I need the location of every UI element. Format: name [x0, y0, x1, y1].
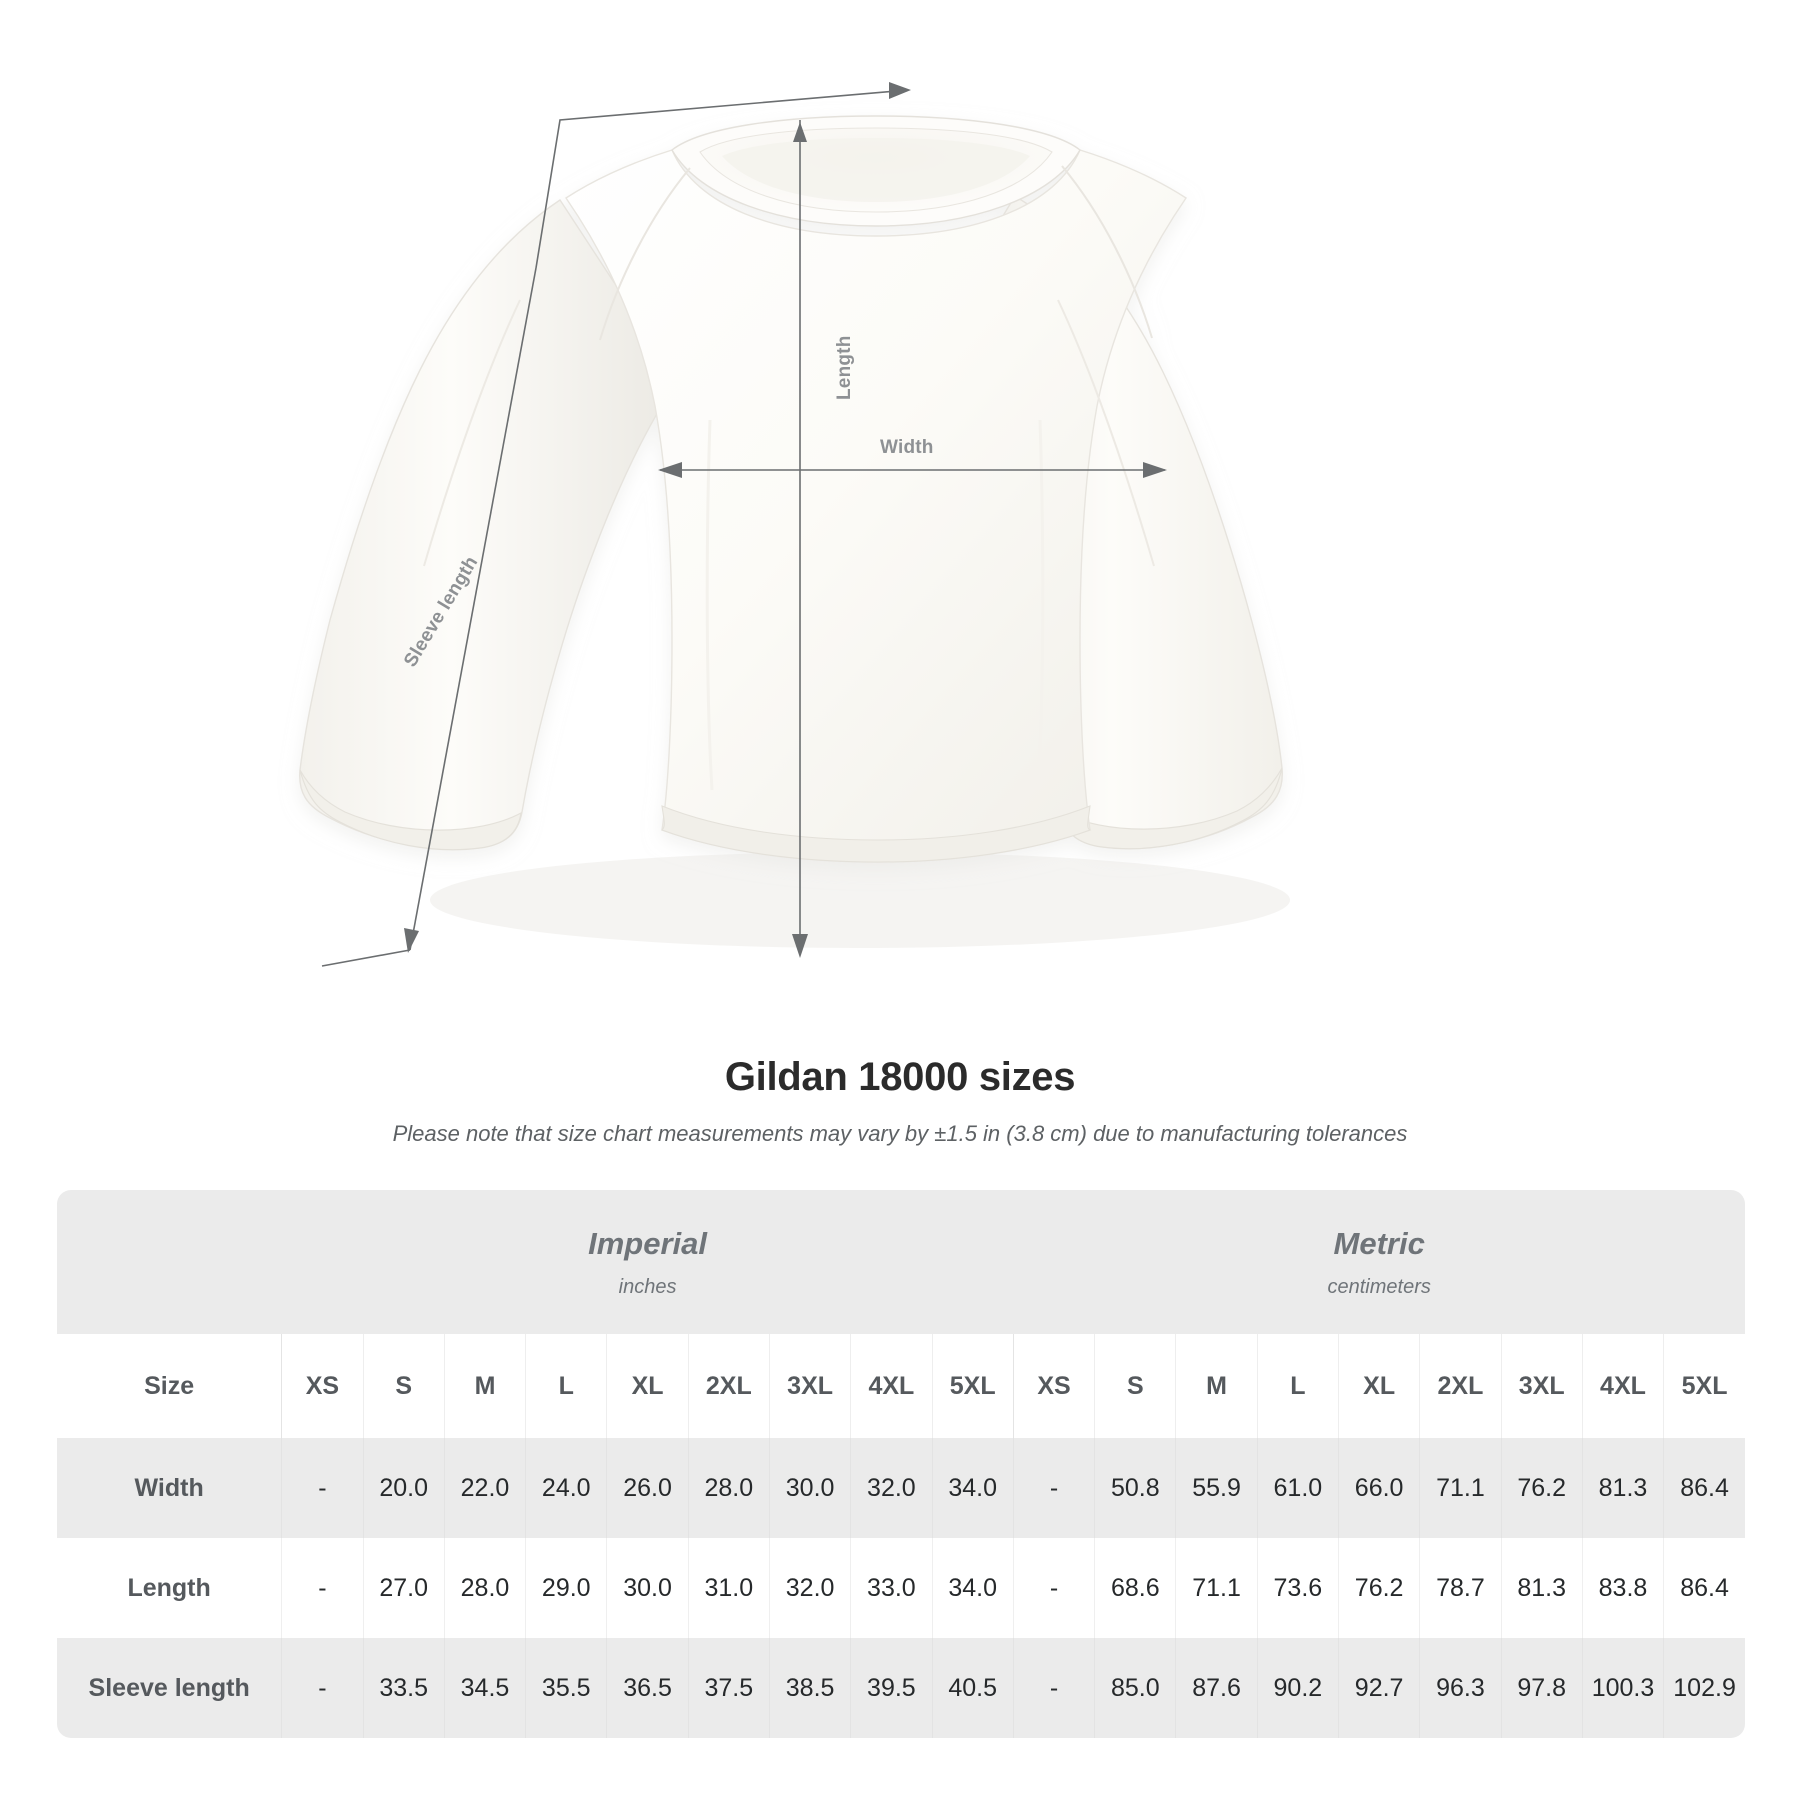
cell-length-metric-3xl: 81.3: [1500, 1538, 1583, 1638]
cell-length-imperial-m: 28.0: [443, 1538, 526, 1638]
unit-group-imperial: Imperial inches: [281, 1190, 1014, 1334]
size-header-metric-4xl: 4XL: [1581, 1334, 1664, 1438]
cell-length-imperial-5xl: 34.0: [931, 1538, 1014, 1638]
size-header-imperial-m: M: [443, 1334, 526, 1438]
size-chart-table: Imperial inches Metric centimeters Size …: [57, 1190, 1745, 1738]
size-header-imperial-5xl: 5XL: [931, 1334, 1014, 1438]
cell-sleeve-imperial-l: 35.5: [525, 1638, 607, 1738]
size-header-metric-m: M: [1175, 1334, 1258, 1438]
cell-width-metric-5xl: 86.4: [1663, 1438, 1745, 1538]
cell-sleeve-imperial-m: 34.5: [443, 1638, 526, 1738]
cell-width-imperial-xs: -: [281, 1438, 364, 1538]
cell-sleeve-metric-3xl: 97.8: [1500, 1638, 1583, 1738]
cell-sleeve-imperial-3xl: 38.5: [768, 1638, 851, 1738]
size-header-imperial-2xl: 2XL: [687, 1334, 770, 1438]
table-row-width: Width - 20.0 22.0 24.0 26.0 28.0 30.0 32…: [57, 1438, 1745, 1538]
size-chart-table-wrapper: Imperial inches Metric centimeters Size …: [57, 1190, 1745, 1738]
cell-length-imperial-xs: -: [281, 1538, 364, 1638]
cell-width-imperial-m: 22.0: [443, 1438, 526, 1538]
cell-width-imperial-xl: 26.0: [606, 1438, 689, 1538]
size-header-metric-xs: XS: [1012, 1334, 1095, 1438]
cell-sleeve-metric-xs: -: [1012, 1638, 1095, 1738]
unit-group-metric-sub: centimeters: [1327, 1275, 1431, 1298]
cell-sleeve-metric-xl: 92.7: [1337, 1638, 1420, 1738]
cell-sleeve-imperial-s: 33.5: [362, 1638, 445, 1738]
cell-width-metric-s: 50.8: [1094, 1438, 1176, 1538]
unit-group-imperial-name: Imperial: [588, 1226, 708, 1262]
cell-width-imperial-s: 20.0: [362, 1438, 445, 1538]
size-header-metric-l: L: [1256, 1334, 1339, 1438]
table-row-length: Length - 27.0 28.0 29.0 30.0 31.0 32.0 3…: [57, 1538, 1745, 1638]
row-label-sleeve-length: Sleeve length: [57, 1638, 282, 1738]
table-row-sleeve-length: Sleeve length - 33.5 34.5 35.5 36.5 37.5…: [57, 1638, 1745, 1738]
cell-width-metric-xs: -: [1012, 1438, 1095, 1538]
cell-length-metric-s: 68.6: [1094, 1538, 1176, 1638]
unit-group-metric: Metric centimeters: [1013, 1190, 1745, 1334]
cell-length-imperial-s: 27.0: [362, 1538, 445, 1638]
cell-sleeve-metric-l: 90.2: [1256, 1638, 1339, 1738]
cell-length-metric-4xl: 83.8: [1581, 1538, 1664, 1638]
unit-group-imperial-sub: inches: [618, 1275, 677, 1298]
size-header-row: Size XS S M L XL 2XL 3XL 4XL 5XL XS S M …: [57, 1334, 1745, 1438]
size-header-metric-s: S: [1094, 1334, 1176, 1438]
cell-width-metric-2xl: 71.1: [1419, 1438, 1502, 1538]
size-header-imperial-4xl: 4XL: [850, 1334, 933, 1438]
size-header-metric-xl: XL: [1337, 1334, 1420, 1438]
size-header-imperial-xl: XL: [606, 1334, 689, 1438]
cell-width-metric-m: 55.9: [1175, 1438, 1258, 1538]
cell-length-metric-m: 71.1: [1175, 1538, 1258, 1638]
page-title: Gildan 18000 sizes: [724, 1055, 1076, 1099]
size-header-imperial-xs: XS: [281, 1334, 364, 1438]
cell-sleeve-imperial-5xl: 40.5: [931, 1638, 1014, 1738]
unit-band-row: Imperial inches Metric centimeters: [57, 1190, 1745, 1334]
cell-sleeve-imperial-xl: 36.5: [606, 1638, 689, 1738]
cell-sleeve-metric-4xl: 100.3: [1581, 1638, 1664, 1738]
row-label-length: Length: [57, 1538, 282, 1638]
cell-width-imperial-3xl: 30.0: [768, 1438, 851, 1538]
garment-illustration: Length Width Sleeve length: [299, 82, 1290, 967]
cell-length-imperial-l: 29.0: [525, 1538, 607, 1638]
cell-width-imperial-5xl: 34.0: [931, 1438, 1014, 1538]
cell-length-imperial-4xl: 33.0: [850, 1538, 933, 1638]
cell-length-metric-5xl: 86.4: [1663, 1538, 1745, 1638]
cell-sleeve-metric-m: 87.6: [1175, 1638, 1258, 1738]
cell-sleeve-imperial-4xl: 39.5: [850, 1638, 933, 1738]
unit-band-spacer: [57, 1190, 282, 1334]
sweatshirt-diagram: [299, 82, 1290, 967]
cell-sleeve-metric-s: 85.0: [1094, 1638, 1176, 1738]
size-header-imperial-3xl: 3XL: [768, 1334, 851, 1438]
cell-width-metric-l: 61.0: [1256, 1438, 1339, 1538]
length-dimension-label: Length: [834, 335, 855, 400]
cell-width-imperial-l: 24.0: [525, 1438, 607, 1538]
size-header-metric-5xl: 5XL: [1663, 1334, 1745, 1438]
width-dimension-label: Width: [880, 437, 934, 458]
size-header-metric-3xl: 3XL: [1500, 1334, 1583, 1438]
cell-width-metric-3xl: 76.2: [1500, 1438, 1583, 1538]
cell-sleeve-imperial-2xl: 37.5: [687, 1638, 770, 1738]
unit-group-metric-name: Metric: [1333, 1226, 1425, 1262]
cell-length-imperial-2xl: 31.0: [687, 1538, 770, 1638]
cell-length-metric-l: 73.6: [1256, 1538, 1339, 1638]
cell-length-metric-xl: 76.2: [1337, 1538, 1420, 1638]
cell-sleeve-metric-2xl: 96.3: [1419, 1638, 1502, 1738]
cell-length-metric-xs: -: [1012, 1538, 1095, 1638]
cell-sleeve-metric-5xl: 102.9: [1663, 1638, 1745, 1738]
cell-length-imperial-3xl: 32.0: [768, 1538, 851, 1638]
cell-width-imperial-4xl: 32.0: [850, 1438, 933, 1538]
cell-length-metric-2xl: 78.7: [1419, 1538, 1502, 1638]
measurement-lines: [321, 82, 1167, 967]
tolerance-note: Please note that size chart measurements…: [392, 1121, 1408, 1146]
size-header-imperial-l: L: [525, 1334, 607, 1438]
cell-width-metric-4xl: 81.3: [1581, 1438, 1664, 1538]
cell-width-imperial-2xl: 28.0: [687, 1438, 770, 1538]
size-header-metric-2xl: 2XL: [1419, 1334, 1502, 1438]
cell-length-imperial-xl: 30.0: [606, 1538, 689, 1638]
heading-block: Gildan 18000 sizes Please note that size…: [0, 1055, 1800, 1147]
size-header-imperial-s: S: [362, 1334, 445, 1438]
cell-width-metric-xl: 66.0: [1337, 1438, 1420, 1538]
size-header-label: Size: [57, 1334, 282, 1438]
row-label-width: Width: [57, 1438, 282, 1538]
cell-sleeve-imperial-xs: -: [281, 1638, 364, 1738]
